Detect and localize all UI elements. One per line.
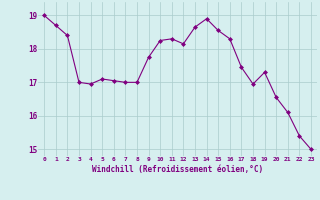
X-axis label: Windchill (Refroidissement éolien,°C): Windchill (Refroidissement éolien,°C) (92, 165, 263, 174)
